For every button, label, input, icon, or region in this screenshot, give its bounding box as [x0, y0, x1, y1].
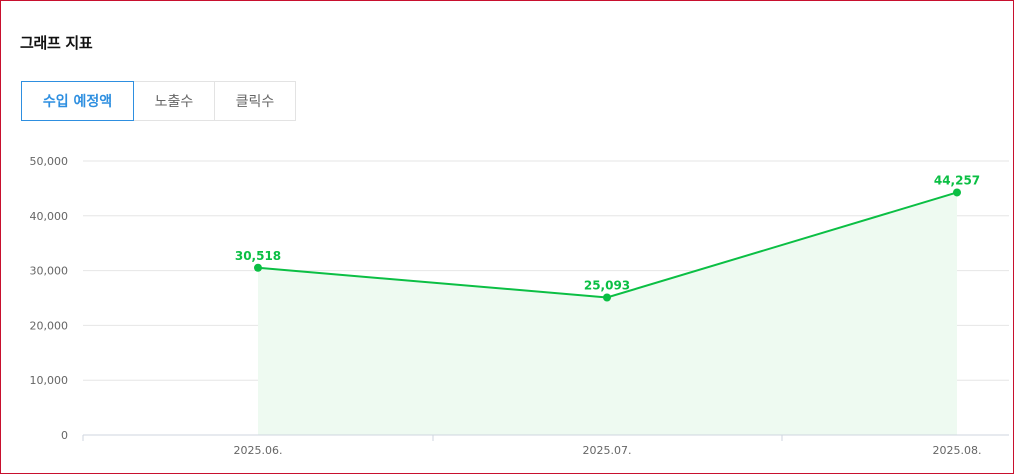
- y-tick-label: 10,000: [30, 374, 69, 387]
- y-tick-label: 0: [61, 429, 68, 442]
- x-tick-label: 2025.08.: [933, 444, 982, 457]
- data-label: 25,093: [584, 278, 630, 292]
- data-point: [953, 188, 961, 197]
- y-axis: 0 10,000 20,000 30,000 40,000 50,000: [30, 155, 69, 442]
- x-tick-label: 2025.07.: [583, 444, 632, 457]
- tab-clicks[interactable]: 클릭수: [214, 81, 296, 121]
- series-area: [258, 192, 957, 435]
- data-point: [603, 293, 611, 302]
- metric-tabs: 수입 예정액 노출수 클릭수: [21, 81, 296, 121]
- data-point: [254, 263, 262, 272]
- tab-expected-revenue[interactable]: 수입 예정액: [21, 81, 134, 121]
- data-label: 44,257: [934, 173, 980, 187]
- y-tick-label: 20,000: [30, 319, 69, 332]
- y-tick-label: 50,000: [30, 155, 69, 168]
- x-tick-label: 2025.06.: [234, 444, 283, 457]
- y-tick-label: 30,000: [30, 265, 69, 278]
- y-tick-label: 40,000: [30, 210, 69, 223]
- data-labels: 30,518 25,093 44,257: [235, 173, 980, 292]
- panel-title: 그래프 지표: [20, 34, 93, 52]
- data-points: [254, 188, 961, 302]
- area-fill: [258, 192, 957, 435]
- data-label: 30,518: [235, 249, 281, 263]
- x-axis: 2025.06. 2025.07. 2025.08.: [82, 434, 1009, 457]
